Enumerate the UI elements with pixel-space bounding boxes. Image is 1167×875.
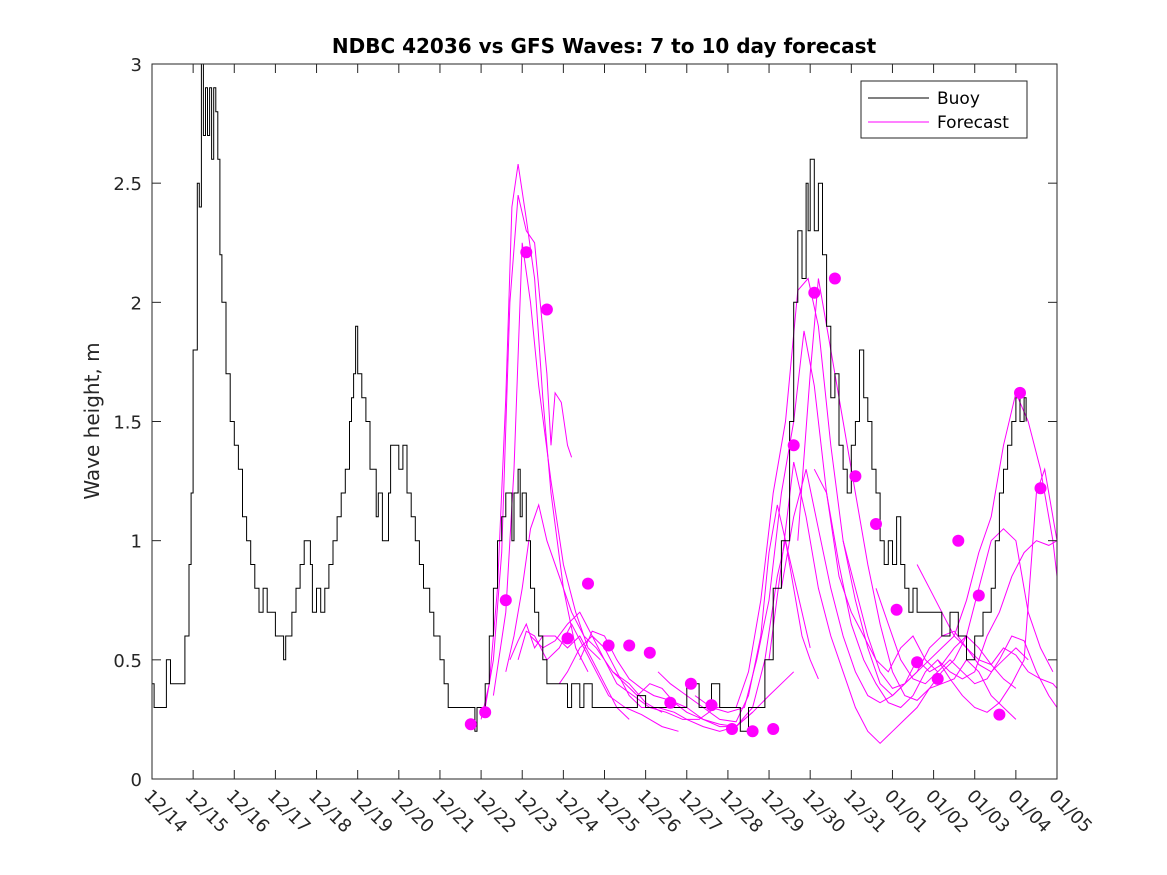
forecast-line [509,622,630,720]
y-tick-label: 3 [131,55,142,76]
forecast-markers [464,246,1047,738]
y-tick-label: 2 [131,293,142,314]
forecast-marker [808,286,821,299]
forecast-marker [582,577,594,590]
forecast-marker [972,589,985,602]
legend-box [860,80,1028,139]
chart-title: NDBC 42036 vs GFS Waves: 7 to 10 day for… [332,34,877,58]
forecast-marker [479,706,492,719]
forecast-marker [623,639,636,652]
forecast-marker [540,303,553,316]
forecast-line [484,194,573,708]
forecast-marker [767,723,780,735]
forecast-marker [952,534,965,547]
plot-area [152,64,1057,779]
y-tick-label: 1.5 [113,413,142,434]
legend-buoy-label: Buoy [937,89,980,109]
forecast-marker [828,272,841,285]
forecast-marker [520,246,533,259]
forecast-line [657,504,819,723]
forecast-marker [561,632,574,645]
forecast-line [797,278,1054,701]
forecast-marker [464,718,477,731]
forecast-marker [643,646,656,659]
forecast-marker [705,699,718,712]
forecast-marker [684,677,697,690]
forecast-line [492,242,601,696]
forecast-marker [931,672,944,685]
y-tick-label: 0 [131,770,142,791]
legend: Buoy Forecast [860,80,1028,139]
legend-forecast-label: Forecast [937,113,1009,133]
forecast-marker [890,603,903,616]
forecast-marker [911,656,924,669]
y-tick-label: 2.5 [113,174,142,195]
y-axis: 0 0.5 1 1.5 2 2.5 3 [113,55,1057,791]
forecast-marker [870,518,882,530]
forecast-marker [499,594,512,607]
forecast-line [768,461,1017,744]
forecast-line [517,623,679,732]
forecast-line [612,540,811,728]
forecast-marker [849,470,862,483]
forecast-line [530,611,728,720]
forecast-marker [993,708,1006,721]
buoy-line [152,63,1027,732]
forecast-line [558,635,753,732]
buoy-line-group [152,63,1027,732]
forecast-line [505,503,663,713]
y-tick-label: 1 [131,532,142,553]
forecast-marker [602,639,615,652]
forecast-marker [1034,482,1047,495]
forecast-marker [1014,386,1026,399]
forecast-line [694,330,939,713]
y-tick-label: 0.5 [113,651,142,672]
forecast-marker [787,439,800,452]
y-axis-label: Wave height, m [80,342,104,499]
forecast-marker [726,723,738,735]
forecast-line [937,467,1058,713]
forecast-marker [746,725,759,738]
forecast-line [735,277,1017,708]
forecast-marker [664,696,677,709]
forecast-line [875,588,1058,708]
